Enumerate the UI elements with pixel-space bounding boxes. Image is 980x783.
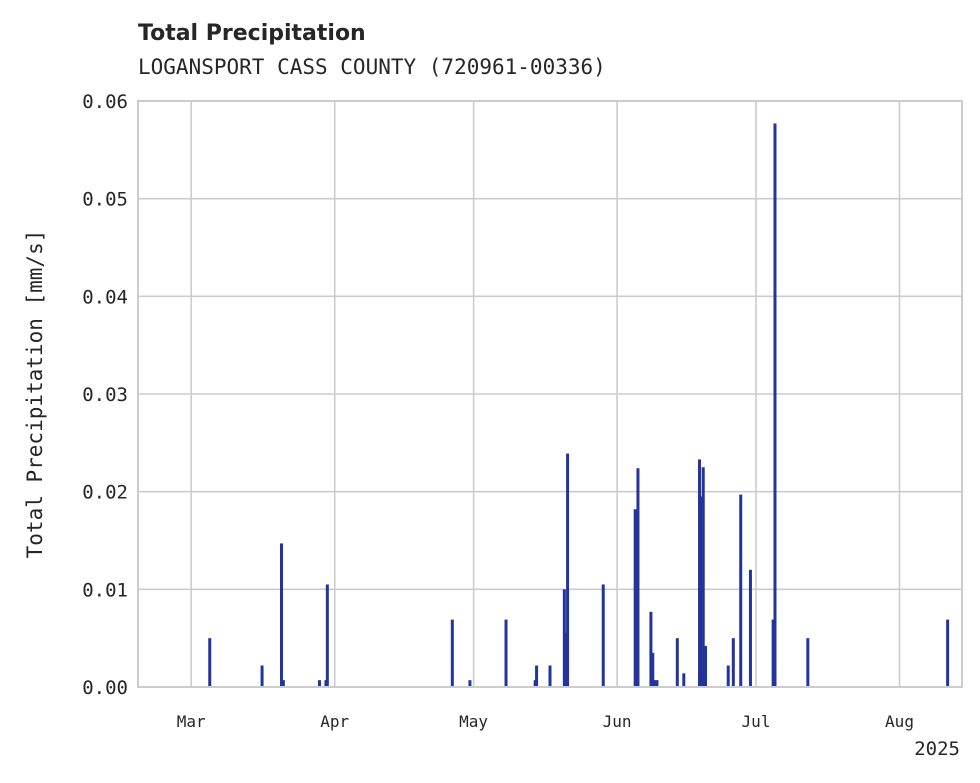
precip-bar — [739, 494, 743, 687]
precip-bar — [698, 459, 702, 687]
y-tick-label: 0.01 — [82, 579, 128, 601]
chart-title: Total Precipitation — [138, 21, 366, 46]
precip-bar — [504, 619, 508, 687]
precip-bar — [651, 652, 655, 687]
chart-subtitle: LOGANSPORT CASS COUNTY (720961-00336) — [138, 55, 606, 79]
precip-bar — [682, 673, 686, 687]
y-tick-labels: 0.00 0.01 0.02 0.03 0.04 0.05 0.06 — [82, 91, 128, 699]
precip-bar — [280, 543, 284, 687]
precip-bar — [649, 611, 653, 687]
precip-bar — [281, 680, 285, 687]
y-tick-label: 0.06 — [82, 91, 128, 113]
precip-bar — [675, 638, 679, 687]
x-tick-label: Aug — [885, 712, 914, 731]
precip-bar — [601, 584, 605, 687]
precip-bar — [260, 665, 264, 687]
precip-bar — [748, 569, 752, 687]
precip-bar — [806, 638, 810, 687]
y-tick-label: 0.03 — [82, 384, 128, 406]
precip-bar — [562, 589, 566, 687]
precip-bar — [468, 680, 472, 687]
x-tick-label: Jul — [742, 712, 771, 731]
precip-bar — [771, 619, 775, 687]
precip-bar — [325, 584, 329, 687]
precip-bar — [317, 680, 321, 687]
precip-bar — [704, 645, 708, 687]
precip-bar — [450, 619, 454, 687]
x-axis-year-label: 2025 — [914, 738, 960, 760]
x-tick-label: Mar — [177, 712, 206, 731]
x-tick-label: Apr — [320, 712, 349, 731]
x-tick-labels: Mar Apr May Jun Jul Aug — [177, 712, 914, 731]
y-axis-label: Total Precipitation [mm/s] — [23, 230, 47, 559]
precip-bar — [726, 665, 730, 687]
precip-bar — [699, 496, 703, 687]
precip-bar — [633, 509, 637, 687]
x-tick-label: May — [459, 712, 488, 731]
y-tick-label: 0.05 — [82, 189, 128, 211]
precip-bar — [946, 619, 950, 687]
y-tick-label: 0.04 — [82, 286, 128, 308]
bar-layer — [208, 123, 950, 688]
precip-bar — [535, 665, 539, 687]
precip-bar — [655, 680, 659, 687]
precip-bar — [208, 638, 212, 687]
plot-frame — [137, 100, 963, 688]
precip-bar — [653, 680, 657, 687]
precip-bar — [731, 638, 735, 687]
precip-bar — [701, 467, 705, 687]
y-tick-label: 0.02 — [82, 482, 128, 504]
x-tick-label: Jun — [603, 712, 632, 731]
precip-bar — [773, 123, 777, 688]
precip-bar — [548, 665, 552, 687]
precip-bar — [636, 468, 640, 687]
grid-layer — [138, 100, 962, 688]
y-tick-label: 0.00 — [82, 677, 128, 699]
precip-bar — [566, 453, 570, 687]
